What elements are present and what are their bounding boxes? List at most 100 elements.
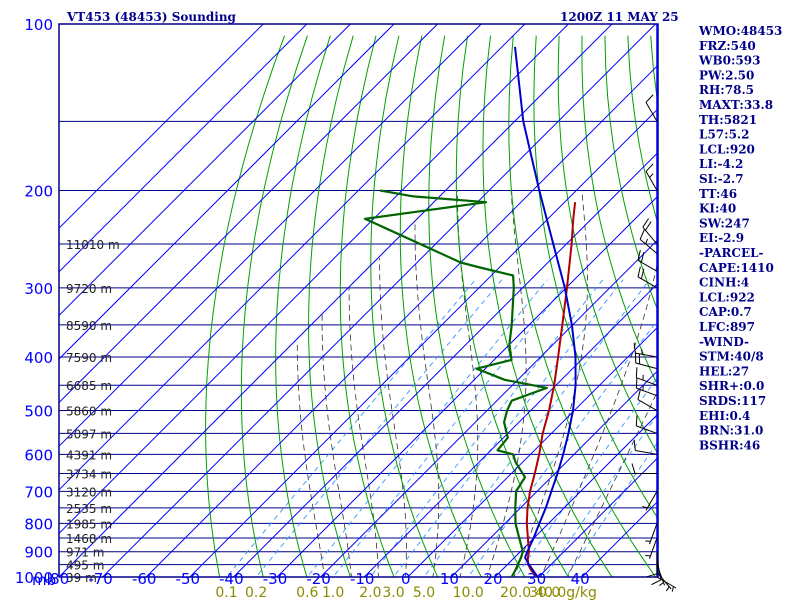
chart-title: VT453 (48453) Sounding <box>66 10 237 24</box>
wind-barb <box>634 352 658 370</box>
mixing-ratio-line <box>467 318 658 577</box>
stat-line: SHR+:0.0 <box>699 379 764 393</box>
dry-adiabat <box>428 35 526 577</box>
height-label: 11010 m <box>66 238 120 252</box>
isotherm-line <box>59 24 264 229</box>
height-label: 39 m <box>66 571 97 585</box>
mixing-ratio-label: 10.0 <box>453 585 484 600</box>
temperature-tick-label: -60 <box>132 570 157 588</box>
temperature-tick-label: -70 <box>88 570 113 588</box>
dry-adiabat <box>399 35 482 577</box>
mixing-ratio-label: 30.0 <box>529 585 560 600</box>
pressure-tick-label: 800 <box>24 515 53 533</box>
pressure-tick-label: 400 <box>24 349 53 367</box>
isotherm-line <box>59 24 351 317</box>
dry-adiabat <box>240 35 308 577</box>
stat-line: WB0:593 <box>698 54 760 68</box>
moist-adiabat <box>296 341 326 577</box>
isotherm-line <box>59 24 526 491</box>
wind-barbs <box>631 94 677 592</box>
mixing-ratio-lines <box>225 279 658 577</box>
dry-adiabat <box>308 35 354 577</box>
wind-barb <box>637 389 658 411</box>
temperature-tick-label: 20 <box>483 570 502 588</box>
stat-line: RH:78.5 <box>699 83 754 97</box>
height-label: 5097 m <box>66 427 112 441</box>
wind-barb <box>645 163 658 191</box>
isotherm-line <box>145 64 658 577</box>
stat-line: CINH:4 <box>699 276 749 290</box>
height-label: 5860 m <box>66 405 112 419</box>
height-label: 8590 m <box>66 319 112 333</box>
height-label: 6685 m <box>66 379 112 393</box>
stat-line: WMO:48453 <box>698 24 782 38</box>
stat-line: LCL:922 <box>699 290 755 304</box>
wind-barb <box>646 551 658 578</box>
reference-lines <box>59 24 800 589</box>
wind-barb <box>656 571 672 592</box>
height-label: 495 m <box>66 559 104 573</box>
height-labels: 11010 m 9720 m 8590 m 7590 m 6685 m 5860 m 509… <box>66 238 120 585</box>
pressure-tick-label: 600 <box>24 446 53 464</box>
wind-barb <box>645 523 658 545</box>
stat-line: CAPE:1410 <box>699 261 774 275</box>
isotherm-line <box>102 24 656 577</box>
wind-barb <box>645 537 658 559</box>
moist-adiabat <box>456 190 479 577</box>
isotherm-line <box>189 108 658 577</box>
isotherm-line <box>233 151 658 577</box>
wind-barb <box>633 342 658 358</box>
wind-barb <box>635 377 658 397</box>
stat-line: FRZ:540 <box>699 39 756 53</box>
pressure-tick-label: 200 <box>24 182 53 200</box>
dry-adiabat <box>557 35 658 456</box>
mixing-ratio-label: 0.6 <box>296 585 318 600</box>
pressure-tick-label: 500 <box>24 403 53 421</box>
mixing-ratio-label: 40.0g/kg <box>535 585 597 600</box>
stat-line: LCL:920 <box>699 142 755 156</box>
mixing-ratio-line <box>332 279 571 577</box>
stat-line: BSHR:46 <box>699 438 760 452</box>
isotherm-line <box>59 24 613 577</box>
isotherm-line <box>59 24 438 404</box>
mixing-ratio-line <box>392 279 624 577</box>
stat-line: PW:2.50 <box>699 68 754 82</box>
dry-adiabat <box>533 35 658 520</box>
stat-line: -PARCEL- <box>699 246 764 260</box>
mixing-ratio-label: 20.0 <box>500 585 531 600</box>
dry-adiabat <box>788 36 800 589</box>
stat-line: EHI:0.4 <box>699 409 750 423</box>
stat-line: TT:46 <box>699 187 737 201</box>
stat-line: -WIND- <box>699 335 749 349</box>
moist-adiabat <box>513 190 588 577</box>
height-label: 2535 m <box>66 502 112 516</box>
stat-line: SRDS:117 <box>699 394 766 408</box>
isotherm-line <box>59 24 395 360</box>
dry-adiabat <box>275 35 331 577</box>
temperature-tick-label: 30 <box>527 570 546 588</box>
pressure-axis-label: mb <box>32 571 56 589</box>
mixing-ratio-label: 5.0 <box>413 585 435 600</box>
temperature-tick-labels: -80 -70 -60 -50 -40 -30 -20 -10 0 10 20 30 40 <box>45 570 590 588</box>
chart-datetime: 1200Z 11 MAY 25 <box>560 10 679 24</box>
stats-panel: WMO:48453FRZ:540WB0:593PW:2.50RH:78.5MAX… <box>698 24 782 452</box>
wind-barb <box>651 558 662 586</box>
temperature-tick-label: -40 <box>219 570 244 588</box>
dry-adiabat <box>765 36 800 589</box>
stat-line: SW:247 <box>699 216 750 230</box>
temperature-tick-label: 40 <box>571 570 590 588</box>
temperature-tick-label: -80 <box>45 570 70 588</box>
stat-line: CAP:0.7 <box>699 305 752 319</box>
stat-line: TH:5821 <box>699 113 757 127</box>
isotherm-lines <box>59 24 658 577</box>
stat-line: BRN:31.0 <box>699 424 763 438</box>
isotherm-line <box>59 24 482 447</box>
stat-line: MAXT:33.8 <box>699 98 773 112</box>
temperature-tick-label: -30 <box>263 570 288 588</box>
dry-adiabats <box>205 35 800 589</box>
moist-adiabat <box>414 224 440 577</box>
stat-line: KI:40 <box>699 202 736 216</box>
pressure-tick-label: 1000 <box>15 569 53 587</box>
wind-barb <box>645 94 658 122</box>
height-label: 9720 m <box>66 282 112 296</box>
